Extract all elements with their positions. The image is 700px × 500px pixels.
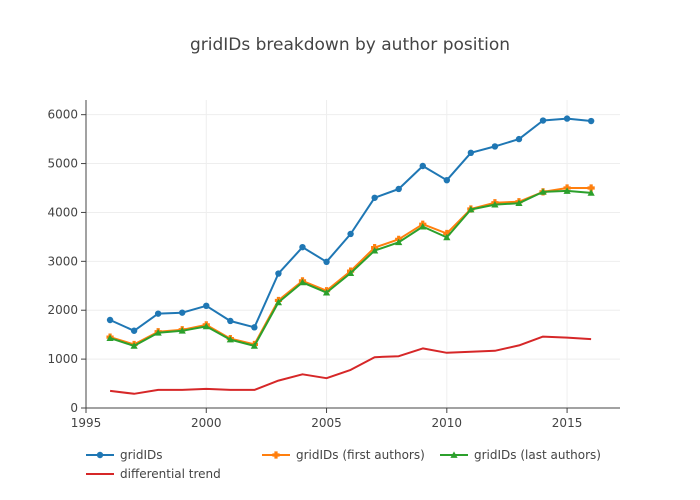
data-point[interactable]	[395, 238, 403, 246]
chart-title: gridIDs breakdown by author position	[190, 35, 510, 55]
data-point[interactable]	[106, 334, 114, 341]
data-point[interactable]	[179, 309, 186, 316]
x-tick-label: 2015	[552, 416, 583, 430]
data-point[interactable]	[515, 135, 523, 143]
data-point[interactable]	[178, 327, 186, 334]
y-tick-label: 1000	[47, 352, 78, 366]
data-point[interactable]	[130, 327, 138, 334]
y-tick-label: 0	[70, 401, 78, 415]
data-point[interactable]	[395, 185, 402, 193]
data-point[interactable]	[251, 324, 258, 331]
data-point[interactable]	[298, 278, 307, 286]
series-line[interactable]	[109, 117, 592, 332]
legend-label: gridIDs	[120, 448, 163, 462]
data-point[interactable]	[371, 194, 378, 201]
x-tick-label: 2010	[432, 416, 463, 430]
data-point[interactable]	[515, 199, 523, 207]
axes	[81, 100, 620, 413]
data-point[interactable]	[587, 184, 595, 192]
data-point[interactable]	[202, 322, 210, 330]
data-point[interactable]	[587, 117, 595, 125]
data-point[interactable]	[443, 176, 451, 184]
data-point[interactable]	[563, 115, 571, 122]
data-point[interactable]	[419, 223, 427, 230]
data-point[interactable]	[250, 342, 258, 349]
data-point[interactable]	[226, 335, 234, 343]
data-point[interactable]	[491, 201, 499, 208]
data-point[interactable]	[299, 243, 306, 251]
data-point[interactable]	[154, 329, 162, 336]
data-point[interactable]	[419, 162, 426, 170]
y-tick-label: 2000	[47, 303, 78, 317]
series-2	[106, 187, 595, 349]
series-line[interactable]	[109, 187, 592, 346]
data-point[interactable]	[227, 317, 234, 325]
legend-label: gridIDs (first authors)	[296, 448, 425, 462]
legend-item[interactable]: gridIDs (last authors)	[440, 448, 601, 462]
data-point[interactable]	[203, 302, 210, 310]
y-tick-label: 3000	[47, 254, 78, 268]
data-point[interactable]	[106, 316, 114, 324]
data-point[interactable]	[587, 189, 595, 196]
data-point[interactable]	[154, 310, 162, 317]
series-0	[106, 115, 595, 334]
data-point[interactable]	[347, 230, 354, 238]
series-3	[109, 335, 592, 395]
data-point[interactable]	[130, 342, 138, 349]
data-point[interactable]	[272, 451, 280, 459]
plot-area	[106, 115, 595, 395]
x-tick-label: 1995	[71, 416, 102, 430]
data-point[interactable]	[467, 149, 475, 156]
legend[interactable]: gridIDs gridIDs (first authors) gridIDs (l…	[86, 448, 601, 481]
legend-item[interactable]: differential trend	[86, 467, 221, 481]
tick-labels: 0 1000 2000 3000 4000 5000 6000 1995 2000 2005 201…	[47, 108, 582, 430]
legend-label: gridIDs (last authors)	[474, 448, 601, 462]
data-point[interactable]	[539, 117, 547, 124]
data-point[interactable]	[371, 246, 379, 254]
data-point[interactable]	[346, 269, 355, 276]
data-point[interactable]	[275, 270, 282, 277]
data-point[interactable]	[467, 205, 475, 213]
gridlines	[86, 100, 620, 408]
data-point[interactable]	[322, 289, 331, 296]
data-point[interactable]	[443, 229, 451, 238]
legend-item[interactable]: gridIDs	[86, 448, 163, 462]
data-point[interactable]	[539, 188, 547, 195]
y-tick-label: 4000	[47, 205, 78, 219]
data-point[interactable]	[323, 258, 330, 266]
legend-label: differential trend	[120, 467, 221, 481]
data-point[interactable]	[450, 451, 458, 458]
series-1	[106, 184, 595, 349]
legend-item[interactable]: gridIDs (first authors)	[262, 448, 425, 462]
data-point[interactable]	[491, 143, 499, 150]
data-point[interactable]	[563, 187, 571, 194]
y-tick-label: 5000	[47, 157, 78, 171]
x-tick-label: 2005	[311, 416, 342, 430]
series-line[interactable]	[109, 335, 592, 395]
data-point[interactable]	[443, 233, 451, 241]
y-tick-label: 6000	[47, 108, 78, 122]
data-point[interactable]	[96, 451, 104, 459]
data-point[interactable]	[274, 298, 283, 306]
x-tick-label: 2000	[191, 416, 222, 430]
